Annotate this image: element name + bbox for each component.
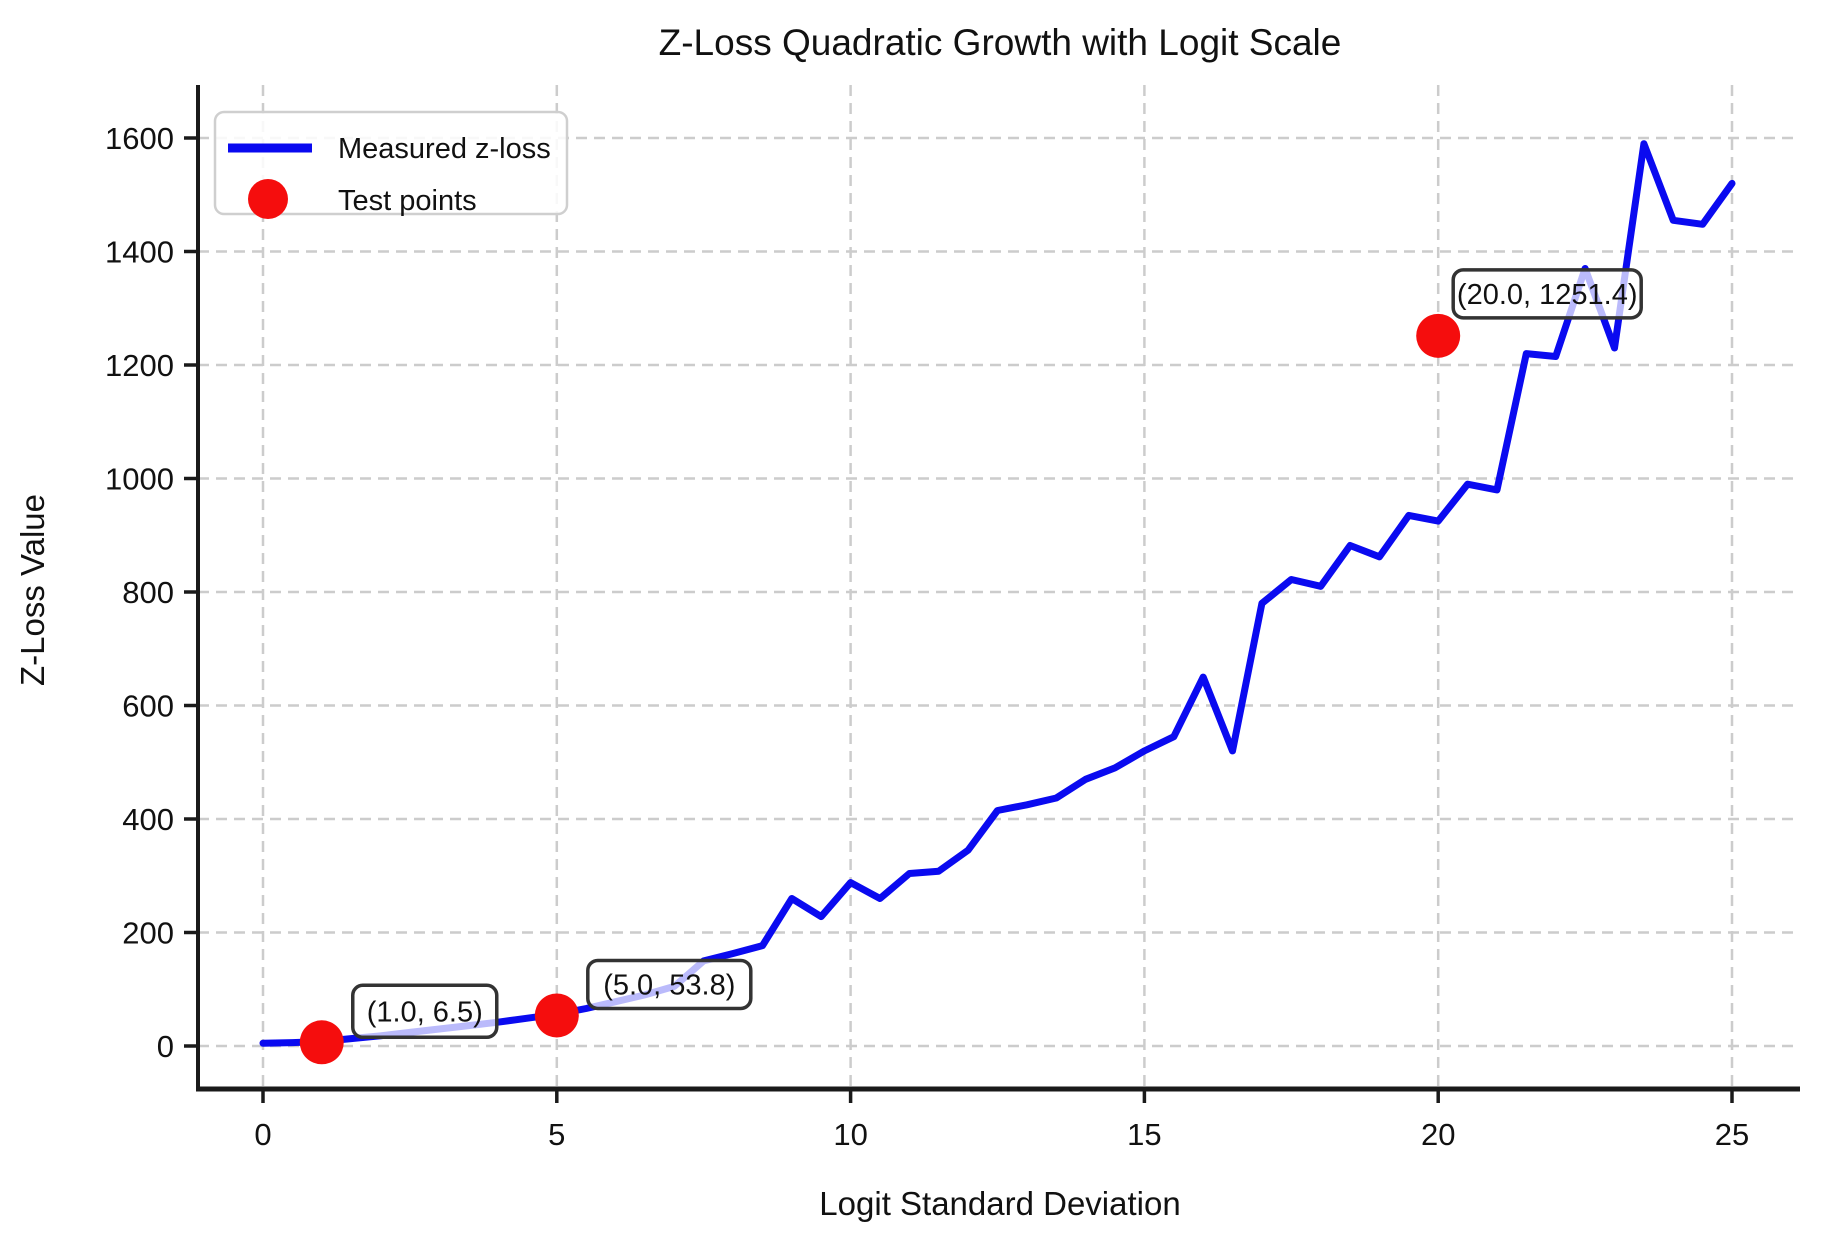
y-tick-label: 400 [122, 802, 174, 837]
x-tick-label: 25 [1715, 1117, 1749, 1152]
x-tick-label: 10 [833, 1117, 867, 1152]
y-axis-label: Z-Loss Value [14, 494, 51, 686]
legend-line-label: Measured z-loss [338, 133, 551, 165]
y-tick-label: 1000 [105, 462, 174, 497]
test-point [299, 1020, 344, 1065]
chart-title: Z-Loss Quadratic Growth with Logit Scale [659, 22, 1342, 63]
grid-lines [198, 85, 1800, 1089]
y-tick-label: 1600 [105, 121, 174, 156]
axes-spines-ticks: 0 5 10 15 20 25 0 200 400 600 800 1000 1200 1400 1600 [105, 85, 1800, 1152]
x-axis-label: Logit Standard Deviation [819, 1185, 1180, 1222]
y-tick-label: 200 [122, 916, 174, 951]
x-tick-label: 0 [254, 1117, 271, 1152]
x-tick-label: 5 [548, 1117, 565, 1152]
test-point [534, 993, 579, 1038]
annotation-box [351, 983, 499, 1040]
y-tick-label: 0 [157, 1029, 174, 1064]
y-tick-label: 1200 [105, 348, 174, 383]
measured-zloss-line [259, 140, 1736, 1047]
test-point [1416, 313, 1461, 358]
y-tick-label: 1400 [105, 235, 174, 270]
annotation-label: (5.0, 53.8) [603, 969, 735, 1001]
annotation-box [586, 958, 753, 1011]
legend-points-label: Test points [338, 185, 477, 217]
annotation-label: (1.0, 6.5) [367, 996, 483, 1028]
x-tick-label: 20 [1421, 1117, 1455, 1152]
y-tick-label: 600 [122, 689, 174, 724]
annotation-box [1451, 268, 1643, 320]
annotations-layer: (1.0, 6.5) (5.0, 53.8) (20.0, 1251.4) [351, 268, 1643, 1040]
test-points-layer [299, 313, 1461, 1065]
measured-zloss-line-layer [259, 140, 1736, 1047]
legend: Measured z-loss Test points [213, 110, 569, 219]
x-tick-label: 15 [1127, 1117, 1161, 1152]
legend-point-swatch [248, 179, 288, 219]
y-tick-label: 800 [122, 575, 174, 610]
annotation-label: (20.0, 1251.4) [1457, 279, 1638, 311]
legend-box [213, 110, 569, 216]
